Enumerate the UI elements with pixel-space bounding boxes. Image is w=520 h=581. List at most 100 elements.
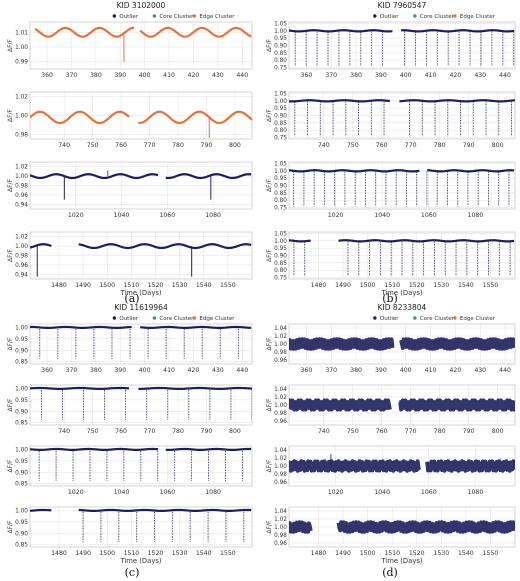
y-tick-label: 0.85 bbox=[15, 421, 28, 427]
x-tick-label: 1020 bbox=[68, 212, 84, 219]
flux-curve bbox=[30, 173, 252, 180]
x-tick-label: 1540 bbox=[458, 282, 474, 289]
panel: 0.85 0.90 0.95 1.00 1480 1490 1500 1510 1520 1530… bbox=[7, 506, 253, 565]
x-tick-label: 800 bbox=[492, 142, 504, 149]
y-tick-label: 1.00 bbox=[274, 403, 287, 409]
y-tick-label: 1.00 bbox=[15, 325, 28, 331]
y-tick-label: 0.90 bbox=[15, 348, 28, 354]
x-tick-label: 1490 bbox=[75, 550, 91, 557]
panel-frame bbox=[29, 323, 253, 365]
flux-curve bbox=[30, 508, 252, 512]
x-tick-label: 440 bbox=[236, 367, 248, 374]
flux-curve bbox=[30, 325, 252, 329]
x-tick-label: 400 bbox=[139, 367, 151, 374]
series-points bbox=[289, 29, 515, 67]
y-tick-label: 0.85 bbox=[15, 543, 28, 549]
y-tick-label: 1.02 bbox=[274, 456, 287, 462]
flux-band bbox=[289, 337, 515, 351]
y-tick-label: 0.95 bbox=[274, 246, 287, 252]
y-tick-label: 0.85 bbox=[15, 360, 28, 366]
x-tick-label: 1490 bbox=[75, 282, 91, 289]
y-tick-label: 0.90 bbox=[15, 409, 28, 415]
legend-label: Core Cluster bbox=[420, 316, 455, 322]
x-tick-label: 440 bbox=[499, 72, 511, 79]
x-tick-label: 1550 bbox=[483, 550, 499, 557]
x-tick-label: 1520 bbox=[409, 282, 425, 289]
x-tick-label: 1490 bbox=[335, 282, 351, 289]
series-points bbox=[30, 508, 252, 543]
x-tick-label: 1520 bbox=[409, 550, 425, 557]
x-tick-label: 430 bbox=[212, 367, 224, 374]
x-tick-label: 740 bbox=[318, 428, 330, 435]
legend-label: Edge Cluster bbox=[460, 316, 496, 322]
x-tick-label: 410 bbox=[163, 367, 175, 374]
series-points bbox=[30, 170, 252, 200]
y-tick-label: 0.95 bbox=[15, 520, 28, 526]
x-tick-label: 1500 bbox=[360, 282, 376, 289]
legend-marker bbox=[152, 316, 157, 320]
x-tick-label: 770 bbox=[405, 142, 417, 149]
legend-marker bbox=[112, 14, 117, 18]
y-tick-label: 1.02 bbox=[274, 334, 287, 340]
y-axis-label: ΔF/F bbox=[266, 178, 273, 192]
y-tick-label: 0.96 bbox=[274, 480, 287, 486]
y-tick-label: 0.95 bbox=[15, 459, 28, 465]
x-axis-label: Time (Days) bbox=[380, 289, 422, 297]
y-tick-label: 0.95 bbox=[274, 36, 287, 42]
y-tick-label: 0.90 bbox=[274, 254, 287, 260]
y-tick-label: 0.90 bbox=[274, 114, 287, 120]
x-tick-label: 410 bbox=[425, 367, 437, 374]
y-axis-label: ΔF/F bbox=[7, 337, 14, 351]
y-tick-label: 0.85 bbox=[274, 191, 287, 197]
series-points bbox=[30, 243, 252, 277]
legend-label: Outlier bbox=[119, 316, 138, 322]
caption-c: (c) bbox=[124, 566, 140, 579]
chart-4: KID 8233804 Outlier Core Cluster Edge Clust… bbox=[266, 303, 516, 565]
x-axis-label: Time (Days) bbox=[119, 557, 161, 565]
y-tick-label: 0.90 bbox=[15, 470, 28, 476]
x-tick-label: 800 bbox=[229, 428, 241, 435]
legend-marker bbox=[373, 316, 377, 320]
x-tick-label: 1510 bbox=[123, 550, 139, 557]
x-tick-label: 1530 bbox=[433, 550, 449, 557]
legend-marker bbox=[192, 14, 197, 18]
caption-b: (b) bbox=[382, 292, 398, 305]
x-tick-label: 440 bbox=[236, 72, 248, 79]
series-points bbox=[289, 398, 515, 412]
x-tick-label: 1480 bbox=[311, 550, 327, 557]
y-tick-label: 1.00 bbox=[15, 508, 28, 514]
x-tick-label: 760 bbox=[376, 142, 388, 149]
x-tick-label: 1510 bbox=[384, 282, 400, 289]
x-tick-label: 1510 bbox=[384, 550, 400, 557]
y-axis-label: ΔF/F bbox=[266, 459, 273, 473]
legend-marker bbox=[453, 14, 457, 18]
x-tick-label: 780 bbox=[172, 142, 184, 149]
x-tick-label: 420 bbox=[188, 72, 200, 79]
legend: Outlier Core Cluster Edge Cluster bbox=[373, 316, 496, 322]
y-tick-label: 0.80 bbox=[274, 58, 287, 64]
x-tick-label: 370 bbox=[325, 72, 337, 79]
y-tick-label: 0.90 bbox=[274, 44, 287, 50]
panel: 0.96 0.98 1.00 1.02 1.04 740 750 760 770 780 790 80… bbox=[266, 384, 516, 435]
x-tick-label: 1020 bbox=[68, 489, 84, 496]
y-tick-label: 0.90 bbox=[274, 184, 287, 190]
y-axis-label: ΔF/F bbox=[266, 398, 273, 412]
y-axis-label: ΔF/F bbox=[7, 459, 14, 473]
x-tick-label: 750 bbox=[87, 428, 99, 435]
x-tick-label: 440 bbox=[499, 367, 511, 374]
y-tick-label: 0.96 bbox=[274, 419, 287, 425]
x-tick-label: 750 bbox=[87, 142, 99, 149]
flux-band bbox=[289, 398, 515, 412]
y-tick-label: 1.05 bbox=[274, 91, 287, 97]
x-tick-label: 780 bbox=[434, 142, 446, 149]
x-tick-label: 1020 bbox=[328, 212, 344, 219]
x-tick-label: 370 bbox=[325, 367, 337, 374]
y-tick-label: 0.75 bbox=[274, 66, 287, 72]
x-tick-label: 740 bbox=[58, 428, 70, 435]
panel: 0.75 0.800.850.90 0.951.00 1.05 1020 1040 1060… bbox=[266, 161, 516, 219]
y-tick-label: 0.95 bbox=[274, 106, 287, 112]
legend-label: Core Cluster bbox=[420, 14, 455, 20]
panel: 0.75 0.800.850.90 0.951.00 1.05 740 750 760 770… bbox=[266, 91, 516, 149]
y-tick-label: 0.90 bbox=[15, 531, 28, 537]
